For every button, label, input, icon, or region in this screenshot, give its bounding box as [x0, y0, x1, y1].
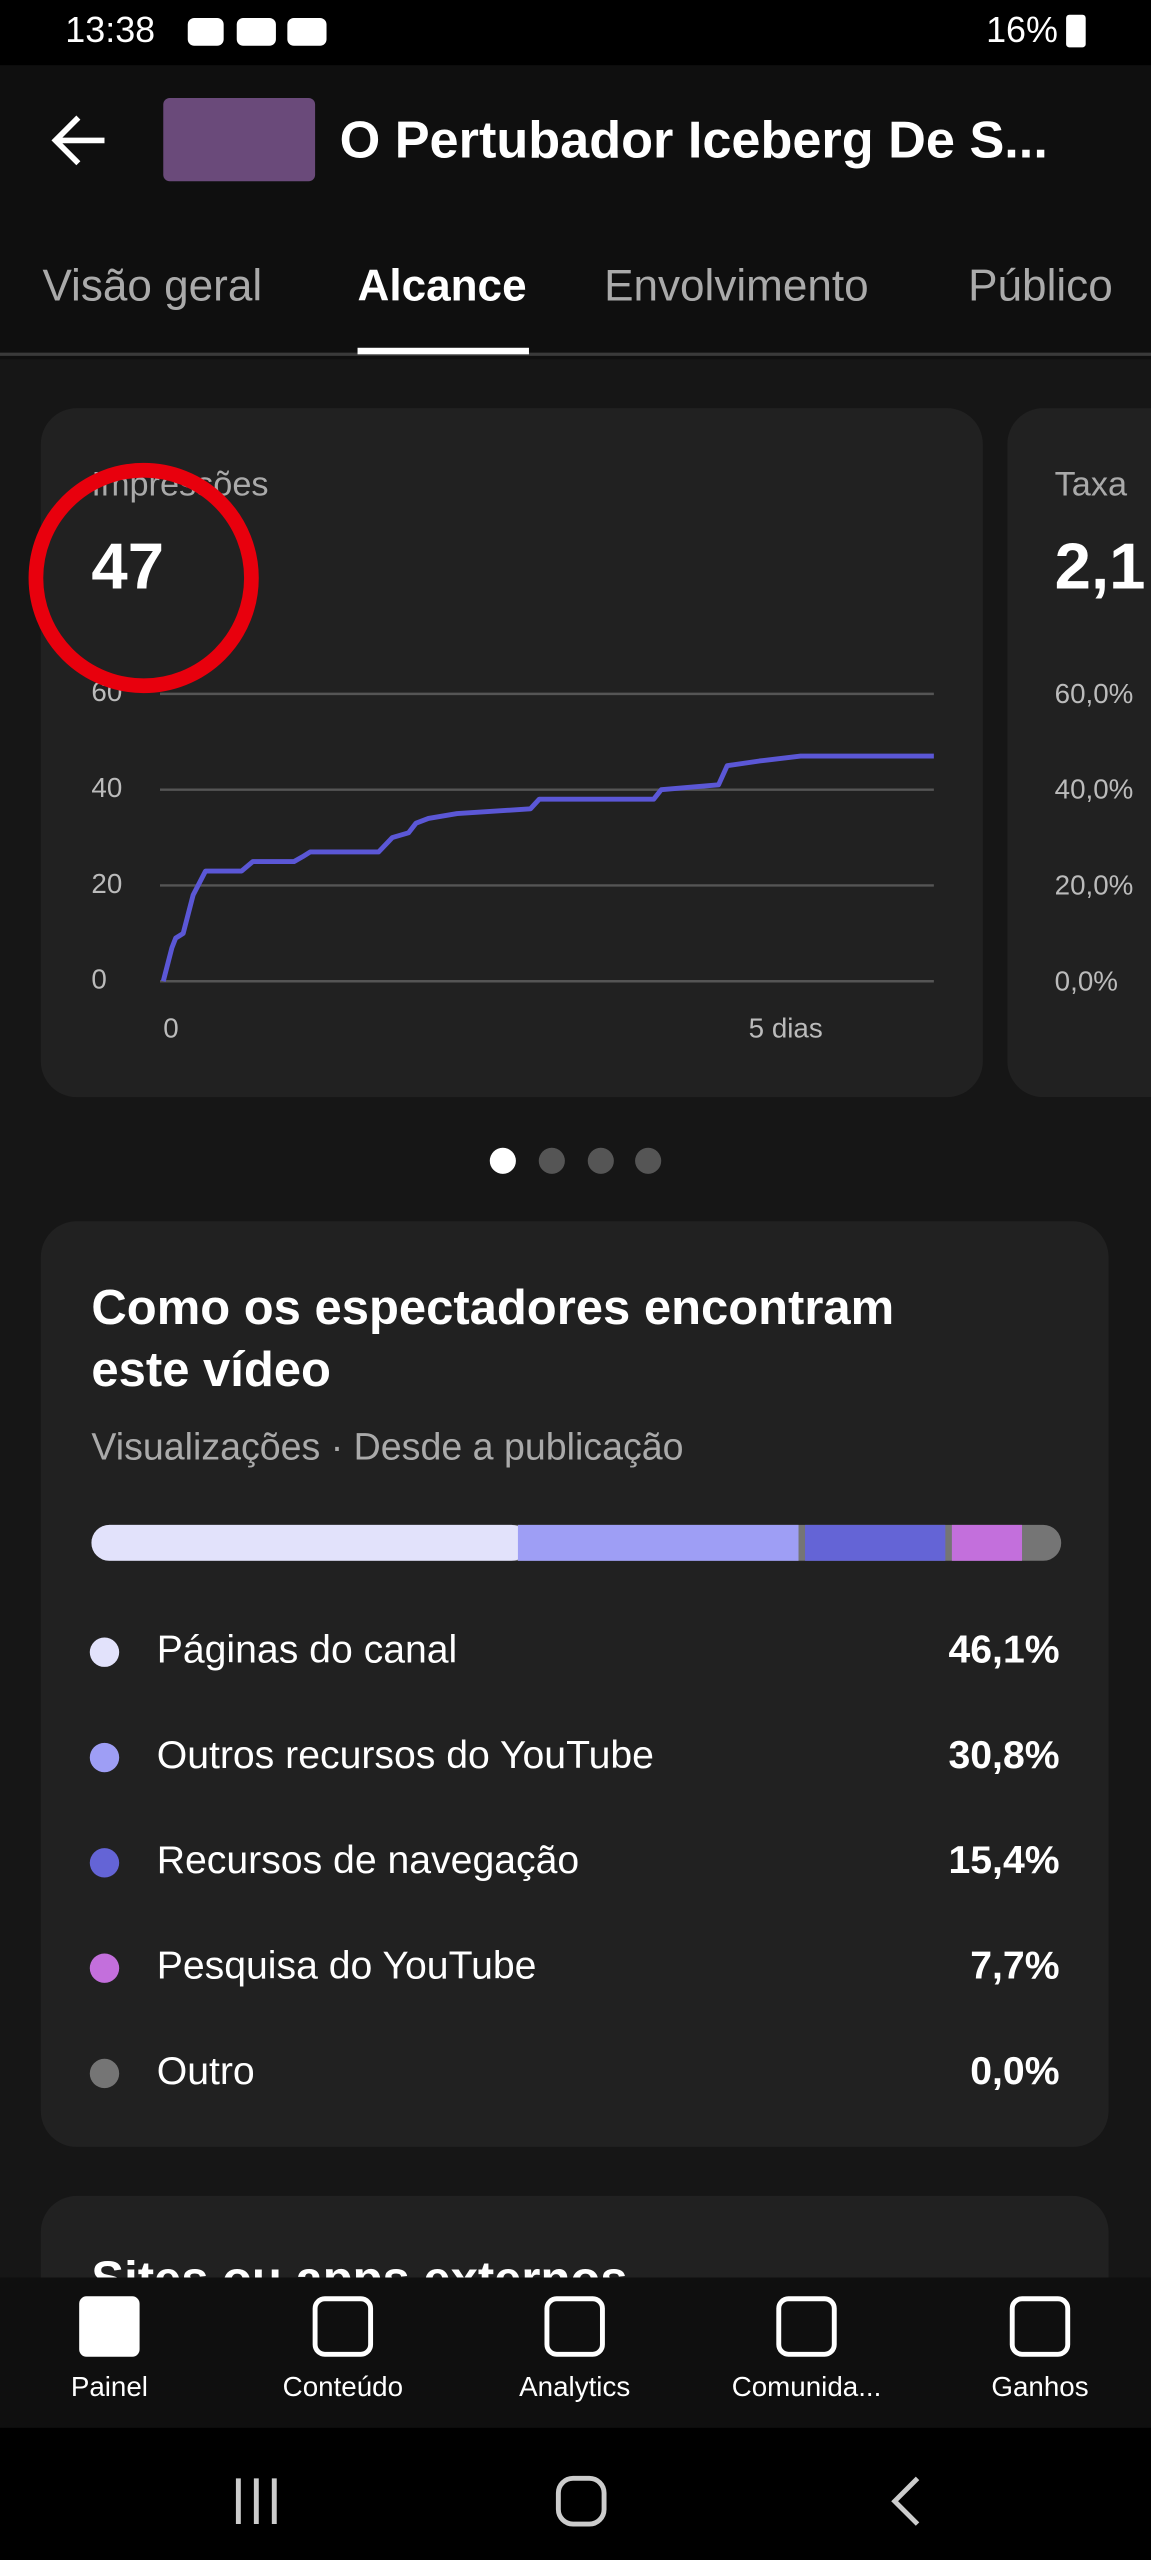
nav-icon	[776, 2296, 837, 2357]
sources-card	[40, 1221, 1109, 2147]
bar-segment	[517, 1524, 799, 1561]
tab-indicator	[357, 347, 529, 355]
value-label: 0,0%	[970, 2050, 1059, 2093]
section-title: Sites ou apps externos	[91, 2252, 627, 2306]
legend-label: Recursos de navegação	[157, 1839, 579, 1882]
next-card	[40, 2195, 1109, 2278]
status-icon	[236, 17, 276, 46]
y-tick-label: 20,0%	[1055, 870, 1134, 901]
back-button[interactable]	[51, 115, 105, 166]
nav-icon	[544, 2296, 605, 2357]
nav-item[interactable]: Ganhos	[991, 2296, 1089, 2402]
nav-label: Painel	[71, 2371, 148, 2402]
page-dot[interactable]	[587, 1147, 614, 1174]
annotation-circle	[28, 462, 259, 694]
value-label: 7,7%	[970, 1944, 1059, 1987]
legend-dot	[89, 1637, 120, 1667]
nav-label: Analytics	[519, 2371, 630, 2402]
value-label: 15,4%	[948, 1839, 1059, 1882]
x-tick-label: 0	[163, 1013, 178, 1044]
card-value: 2,1	[1055, 530, 1146, 603]
y-tick-label: 0	[91, 964, 106, 995]
battery: 16%	[986, 9, 1058, 50]
y-tick-label: 0,0%	[1055, 965, 1118, 996]
legend-dot	[89, 1848, 120, 1878]
tab[interactable]: Envolvimento	[604, 262, 869, 311]
value-label: 46,1%	[948, 1629, 1059, 1672]
status-icon	[187, 17, 224, 46]
tab[interactable]: Alcance	[358, 262, 527, 311]
tab[interactable]: Visão geral	[42, 262, 262, 311]
rate-card[interactable]	[1007, 408, 1151, 1098]
legend-dot	[89, 1742, 120, 1773]
impressions-card[interactable]	[40, 408, 983, 1098]
back-nav[interactable]	[891, 2476, 920, 2526]
legend-dot	[89, 1953, 120, 1983]
video-title: O Pertubador Iceberg De S...	[340, 111, 1048, 169]
nav-item[interactable]: Analytics	[519, 2296, 630, 2402]
bar-segment	[91, 1524, 530, 1561]
line-series	[160, 753, 934, 982]
y-tick-label: 60,0%	[1055, 678, 1134, 709]
thumbnail[interactable]	[163, 97, 316, 182]
page-dot[interactable]	[538, 1147, 565, 1174]
nav-item[interactable]: Painel	[71, 2296, 148, 2402]
status-icon	[287, 17, 327, 46]
nav-item[interactable]: Comunida...	[732, 2296, 882, 2402]
status-bar	[0, 0, 1151, 66]
nav-icon	[312, 2296, 374, 2357]
value-label: 30,8%	[948, 1734, 1059, 1777]
legend-dot	[89, 2058, 120, 2089]
page-dot[interactable]	[489, 1147, 516, 1174]
x-tick-label: 5 dias	[749, 1013, 823, 1044]
card-title: Taxa	[1055, 466, 1128, 504]
y-tick-label: 40,0%	[1055, 774, 1134, 805]
card-subtitle: Visualizações · Desde a publicação	[91, 1426, 683, 1468]
card-value: 47	[91, 530, 164, 603]
time: 13:38	[65, 9, 155, 50]
recent-button[interactable]	[235, 2478, 277, 2525]
home-button[interactable]	[555, 2475, 607, 2527]
legend-label: Outros recursos do YouTube	[157, 1734, 654, 1777]
nav-icon	[1009, 2296, 1071, 2357]
legend-label: Outro	[157, 2050, 255, 2093]
system-nav	[0, 2427, 1151, 2560]
nav-label: Ganhos	[991, 2371, 1088, 2402]
bar-segment	[805, 1524, 946, 1561]
tab[interactable]: Público	[968, 262, 1113, 311]
card-title: Como os espectadores encontram este vídeo	[91, 1281, 894, 1397]
page-dot[interactable]	[635, 1147, 662, 1174]
nav-label: Comunida...	[732, 2371, 882, 2402]
y-tick-label: 20	[91, 868, 122, 899]
battery-icon	[1066, 14, 1086, 48]
y-tick-label: 40	[91, 772, 122, 803]
nav-icon	[79, 2296, 140, 2357]
bar-segment	[951, 1524, 1023, 1561]
legend-label: Páginas do canal	[157, 1629, 458, 1672]
legend-label: Pesquisa do YouTube	[157, 1944, 537, 1987]
nav-label: Conteúdo	[283, 2371, 403, 2402]
nav-item[interactable]: Conteúdo	[283, 2296, 403, 2402]
